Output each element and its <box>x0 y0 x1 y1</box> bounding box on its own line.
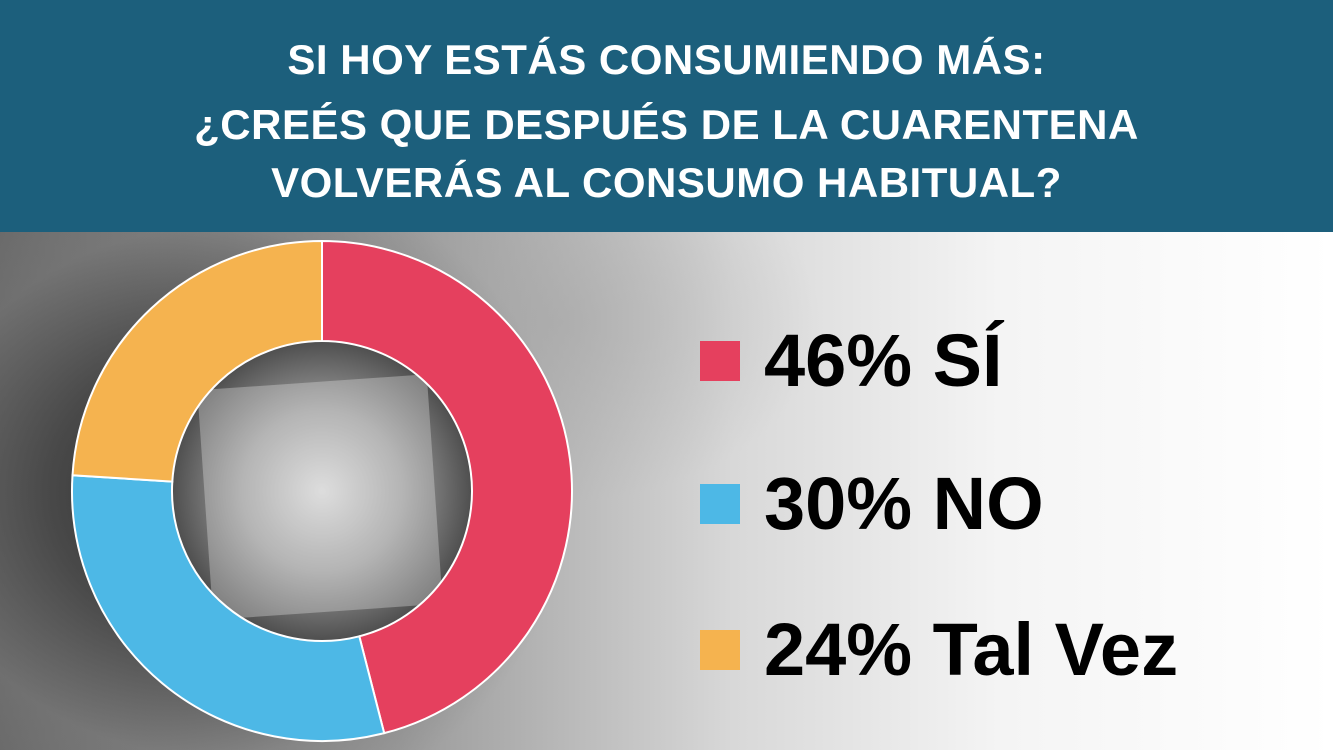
chart-title: SI HOY ESTÁS CONSUMIENDO MÁS: ¿CREÉS QUE… <box>0 0 1333 232</box>
legend-label-no: 30% NO <box>764 462 1044 545</box>
legend-item-si: 46% SÍ <box>700 316 1003 406</box>
legend: 46% SÍ 30% NO 24% Tal Vez <box>700 232 1320 750</box>
title-line-2: ¿CREÉS QUE DESPUÉS DE LA CUARENTENA <box>194 101 1139 148</box>
donut-slice-si <box>321 239 573 735</box>
donut-slice-no <box>71 474 386 742</box>
legend-swatch-no <box>700 484 740 524</box>
donut-chart <box>71 239 573 742</box>
legend-item-tal-vez: 24% Tal Vez <box>700 605 1178 695</box>
title-line-3: VOLVERÁS AL CONSUMO HABITUAL? <box>271 159 1062 206</box>
donut-slice-tal-vez <box>71 239 323 483</box>
donut-hole <box>172 341 472 641</box>
legend-label-si: 46% SÍ <box>764 319 1003 402</box>
title-line-1: SI HOY ESTÁS CONSUMIENDO MÁS: <box>287 36 1046 83</box>
hole-packet-decoration <box>197 374 443 620</box>
donut-slices <box>71 239 573 742</box>
legend-swatch-tal-vez <box>700 630 740 670</box>
legend-label-tal-vez: 24% Tal Vez <box>764 608 1179 691</box>
legend-swatch-si <box>700 341 740 381</box>
legend-item-no: 30% NO <box>700 459 1044 549</box>
